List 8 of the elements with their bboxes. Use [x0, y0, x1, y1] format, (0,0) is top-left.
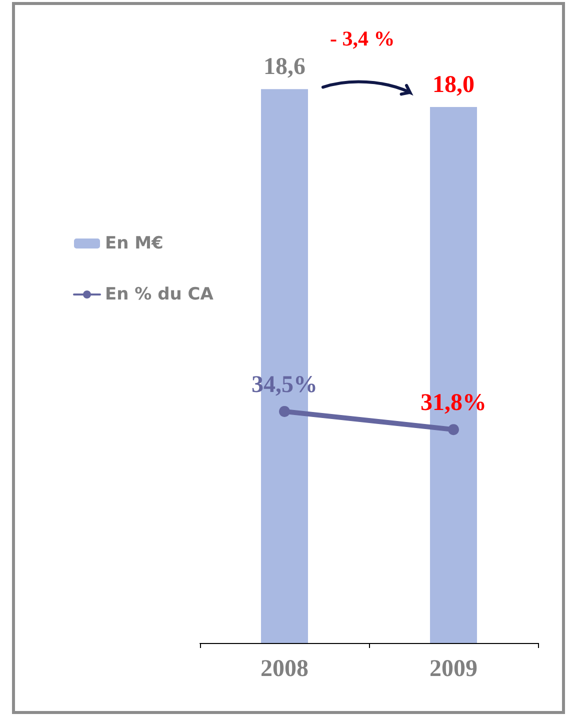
legend-label: En M€ [105, 234, 164, 254]
x-tick-label: 2008 [260, 656, 308, 682]
legend-label: En % du CA [105, 284, 214, 304]
data-label: 18,6 [264, 54, 306, 80]
data-label: 18,0 [432, 72, 474, 98]
x-tick-label: 2009 [430, 656, 478, 682]
data-label: 31,8% [420, 390, 486, 416]
text: - 3,4 % [330, 26, 395, 50]
